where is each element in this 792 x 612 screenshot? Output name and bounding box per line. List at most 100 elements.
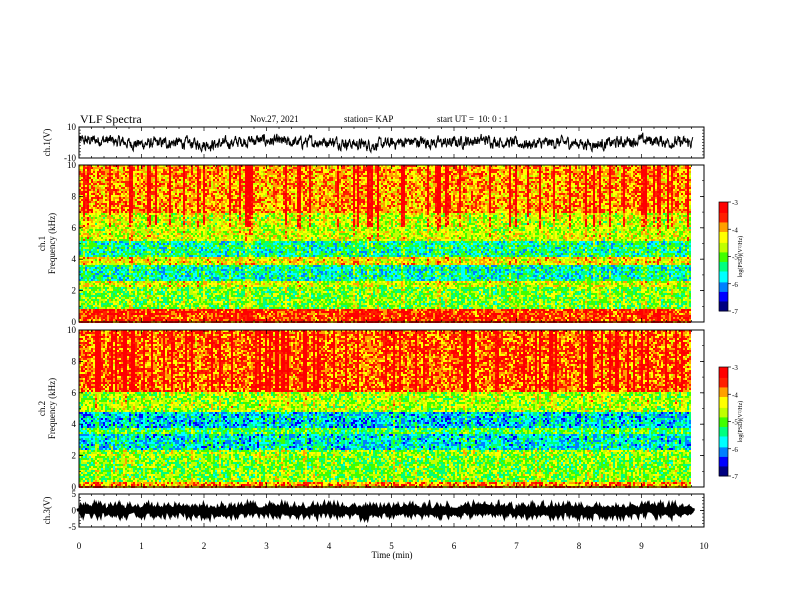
spectrogram-cell bbox=[129, 265, 131, 267]
spectrogram-cell bbox=[127, 253, 129, 255]
spectrogram-cell bbox=[129, 191, 131, 193]
spectrogram-cell bbox=[81, 311, 83, 313]
spectrogram-cell bbox=[83, 309, 85, 311]
spectrogram-cell bbox=[93, 181, 95, 183]
spectrogram-cell bbox=[133, 253, 135, 255]
spectrogram-cell bbox=[125, 239, 127, 241]
spectrogram-cell bbox=[115, 281, 117, 283]
spectrogram-cell bbox=[113, 245, 115, 247]
spectrogram-cell bbox=[117, 287, 119, 289]
spectrogram-cell bbox=[121, 215, 123, 217]
spectrogram-cell bbox=[97, 187, 99, 189]
spectrogram-cell bbox=[109, 259, 111, 261]
spectrogram-cell bbox=[81, 297, 83, 299]
spectrogram-cell bbox=[83, 269, 85, 271]
spectrogram-cell bbox=[111, 243, 113, 245]
spectrogram-cell bbox=[81, 283, 83, 285]
spectrogram-cell bbox=[81, 301, 83, 303]
spectrogram-cell bbox=[141, 197, 143, 199]
spectrogram-cell bbox=[141, 211, 143, 213]
spectrogram-cell bbox=[107, 299, 109, 301]
spectrogram-cell bbox=[101, 173, 103, 175]
spectrogram-cell bbox=[107, 273, 109, 275]
spectrogram-cell bbox=[91, 219, 93, 221]
spectrogram-cell bbox=[117, 261, 119, 263]
spectrogram-cell bbox=[129, 281, 131, 283]
spectrogram-cell bbox=[93, 253, 95, 255]
spectrogram-cell bbox=[117, 299, 119, 301]
spectrogram-cell bbox=[95, 173, 97, 175]
spectrogram-cell bbox=[107, 171, 109, 173]
spectrogram-cell bbox=[105, 171, 107, 173]
spectrogram-cell bbox=[115, 213, 117, 215]
spectrogram-cell bbox=[121, 189, 123, 191]
spectrogram-cell bbox=[99, 317, 101, 319]
spectrogram-cell bbox=[87, 229, 89, 231]
spectrogram-cell bbox=[105, 213, 107, 215]
spectrogram-cell bbox=[111, 197, 113, 199]
spectrogram-cell bbox=[107, 211, 109, 213]
spectrogram-cell bbox=[117, 237, 119, 239]
spectrogram-cell bbox=[121, 213, 123, 215]
spectrogram-cell bbox=[85, 305, 87, 307]
spectrogram-cell bbox=[141, 313, 143, 315]
spectrogram-cell bbox=[121, 219, 123, 221]
spectrogram-cell bbox=[137, 261, 139, 263]
spectrogram-cell bbox=[105, 293, 107, 295]
spectrogram-cell bbox=[115, 261, 117, 263]
spectrogram-cell bbox=[139, 167, 141, 169]
spectrogram-cell bbox=[115, 263, 117, 265]
spectrogram-cell bbox=[137, 313, 139, 315]
spectrogram-cell bbox=[117, 177, 119, 179]
spectrogram-cell bbox=[125, 173, 127, 175]
spectrogram-cell bbox=[133, 239, 135, 241]
spectrogram-cell bbox=[127, 275, 129, 277]
spectrogram-cell bbox=[133, 225, 135, 227]
spectrogram-cell bbox=[99, 225, 101, 227]
spectrogram-cell bbox=[91, 189, 93, 191]
spectrogram-cell bbox=[113, 259, 115, 261]
spectrogram-cell bbox=[85, 309, 87, 311]
spectrogram-cell bbox=[139, 301, 141, 303]
spectrogram-cell bbox=[91, 315, 93, 317]
spectrogram-cell bbox=[141, 179, 143, 181]
spectrogram-cell bbox=[135, 249, 137, 251]
spectrogram-cell bbox=[127, 211, 129, 213]
spectrogram-cell bbox=[121, 257, 123, 259]
spectrogram-cell bbox=[93, 243, 95, 245]
spectrogram-cell bbox=[131, 217, 133, 219]
spectrogram-cell bbox=[125, 227, 127, 229]
spectrogram-cell bbox=[117, 245, 119, 247]
spectrogram-cell bbox=[105, 199, 107, 201]
spectrogram-cell bbox=[135, 213, 137, 215]
spectrogram-cell bbox=[139, 283, 141, 285]
spectrogram-cell bbox=[117, 241, 119, 243]
spectrogram-cell bbox=[123, 273, 125, 275]
spectrogram-cell bbox=[127, 269, 129, 271]
spectrogram-cell bbox=[119, 295, 121, 297]
spectrogram-cell bbox=[135, 183, 137, 185]
spectrogram-cell bbox=[125, 229, 127, 231]
spectrogram-cell bbox=[95, 299, 97, 301]
spectrogram-cell bbox=[131, 185, 133, 187]
spectrogram-cell bbox=[141, 303, 143, 305]
spectrogram-cell bbox=[91, 317, 93, 319]
spectrogram-cell bbox=[103, 211, 105, 213]
spectrogram-cell bbox=[117, 221, 119, 223]
spectrogram-cell bbox=[85, 187, 87, 189]
spectrogram-cell bbox=[97, 233, 99, 235]
spectrogram-cell bbox=[87, 263, 89, 265]
spectrogram-cell bbox=[111, 179, 113, 181]
spectrogram-cell bbox=[99, 185, 101, 187]
spectrogram-cell bbox=[113, 195, 115, 197]
spectrogram-cell bbox=[101, 265, 103, 267]
spectrogram-cell bbox=[103, 177, 105, 179]
spectrogram-cell bbox=[107, 305, 109, 307]
spectrogram-cell bbox=[103, 167, 105, 169]
spectrogram-cell bbox=[97, 243, 99, 245]
spectrogram-cell bbox=[83, 193, 85, 195]
spectrogram-cell bbox=[129, 193, 131, 195]
spectrogram-cell bbox=[129, 245, 131, 247]
spectrogram-cell bbox=[139, 171, 141, 173]
spectrogram-cell bbox=[129, 195, 131, 197]
